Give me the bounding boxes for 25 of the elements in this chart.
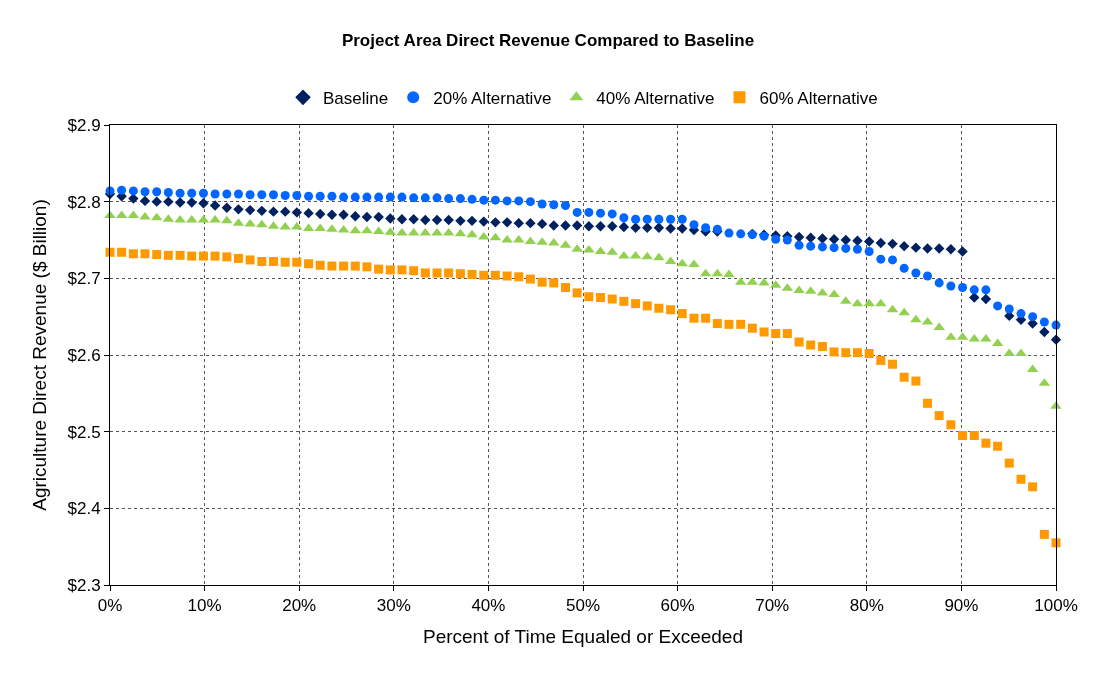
x-tick-label: 20% [282, 596, 317, 616]
x-tick-label: 0% [97, 596, 123, 616]
y-tick-label: $2.6 [67, 345, 101, 365]
legend-label: 60% Alternative [759, 88, 878, 108]
y-tick-label: $2.3 [67, 575, 101, 595]
x-tick-label: 30% [376, 596, 411, 616]
y-tick-label: $2.8 [67, 192, 101, 212]
x-tick-label: 40% [471, 596, 506, 616]
y-tick-label: $2.4 [67, 499, 101, 519]
legend-label: Baseline [323, 88, 389, 108]
x-tick-label: 60% [660, 596, 695, 616]
legend-label: 40% Alternative [596, 88, 715, 108]
x-tick-label: 10% [187, 596, 222, 616]
x-tick-label: 100% [1034, 596, 1078, 616]
chart-title: Project Area Direct Revenue Compared to Baseline [341, 30, 755, 50]
x-tick-label: 90% [944, 596, 979, 616]
y-tick-label: $2.5 [67, 422, 101, 442]
y-tick-label: $2.7 [67, 269, 101, 289]
y-tick-label: $2.9 [67, 115, 101, 135]
x-tick-label: 80% [849, 596, 884, 616]
x-tick-label: 70% [755, 596, 790, 616]
x-tick-label: 50% [565, 596, 601, 616]
legend-label: 20% Alternative [433, 88, 552, 108]
x-axis-title: Percent of Time Equaled or Exceeded [422, 626, 744, 648]
y-axis-title: Agriculture Direct Revenue ($ Billion) [29, 199, 51, 511]
